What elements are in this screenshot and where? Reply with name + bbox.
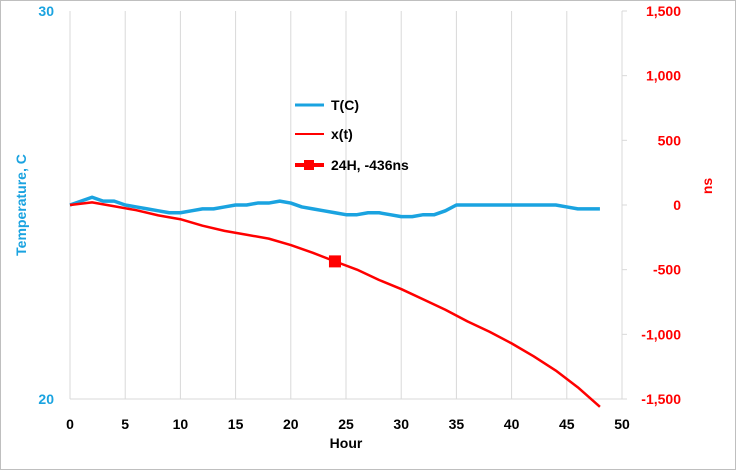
right-y-tick-label: -500 xyxy=(653,262,681,278)
temperature-line xyxy=(69,195,600,219)
right-y-tick-label: 1,000 xyxy=(646,68,681,84)
left-y-tick-labels: 30 20 xyxy=(38,3,54,407)
x-tick-label: 10 xyxy=(173,416,189,432)
x-tick-label: 20 xyxy=(283,416,299,432)
left-y-tick-label: 20 xyxy=(38,391,54,407)
right-y-tick-label: -1,000 xyxy=(641,326,681,342)
left-y-axis-title: Temperature, C xyxy=(13,154,29,256)
right-y-tick-label: 1,500 xyxy=(646,3,681,19)
x-tick-labels: 0 5 10 15 20 25 30 35 40 45 50 xyxy=(66,416,630,432)
right-y-tick-label: 500 xyxy=(658,132,682,148)
grid-lines xyxy=(124,10,627,400)
x-tick-label: 45 xyxy=(559,416,575,432)
xt-line xyxy=(69,201,601,408)
right-y-axis-title: ns xyxy=(699,178,715,195)
marker-24h-point xyxy=(328,255,341,268)
series xyxy=(69,195,601,408)
right-y-tick-label: 0 xyxy=(673,197,681,213)
legend-label-temperature: T(C) xyxy=(331,97,359,113)
x-axis-title: Hour xyxy=(330,435,363,451)
right-y-tick-label: -1,500 xyxy=(641,391,681,407)
legend: T(C) x(t) 24H, -436ns xyxy=(295,97,409,173)
x-tick-label: 50 xyxy=(614,416,630,432)
legend-swatch-marker xyxy=(304,160,314,170)
x-tick-label: 5 xyxy=(121,416,129,432)
legend-label-xt: x(t) xyxy=(331,126,353,142)
left-y-tick-label: 30 xyxy=(38,3,54,19)
x-tick-label: 40 xyxy=(504,416,520,432)
x-tick-label: 30 xyxy=(393,416,409,432)
legend-label-marker: 24H, -436ns xyxy=(331,157,409,173)
x-tick-label: 25 xyxy=(338,416,354,432)
right-y-tick-labels: 1,500 1,000 500 0 -500 -1,000 -1,500 xyxy=(641,3,681,407)
x-tick-label: 35 xyxy=(449,416,465,432)
x-tick-label: 0 xyxy=(66,416,74,432)
x-tick-label: 15 xyxy=(228,416,244,432)
